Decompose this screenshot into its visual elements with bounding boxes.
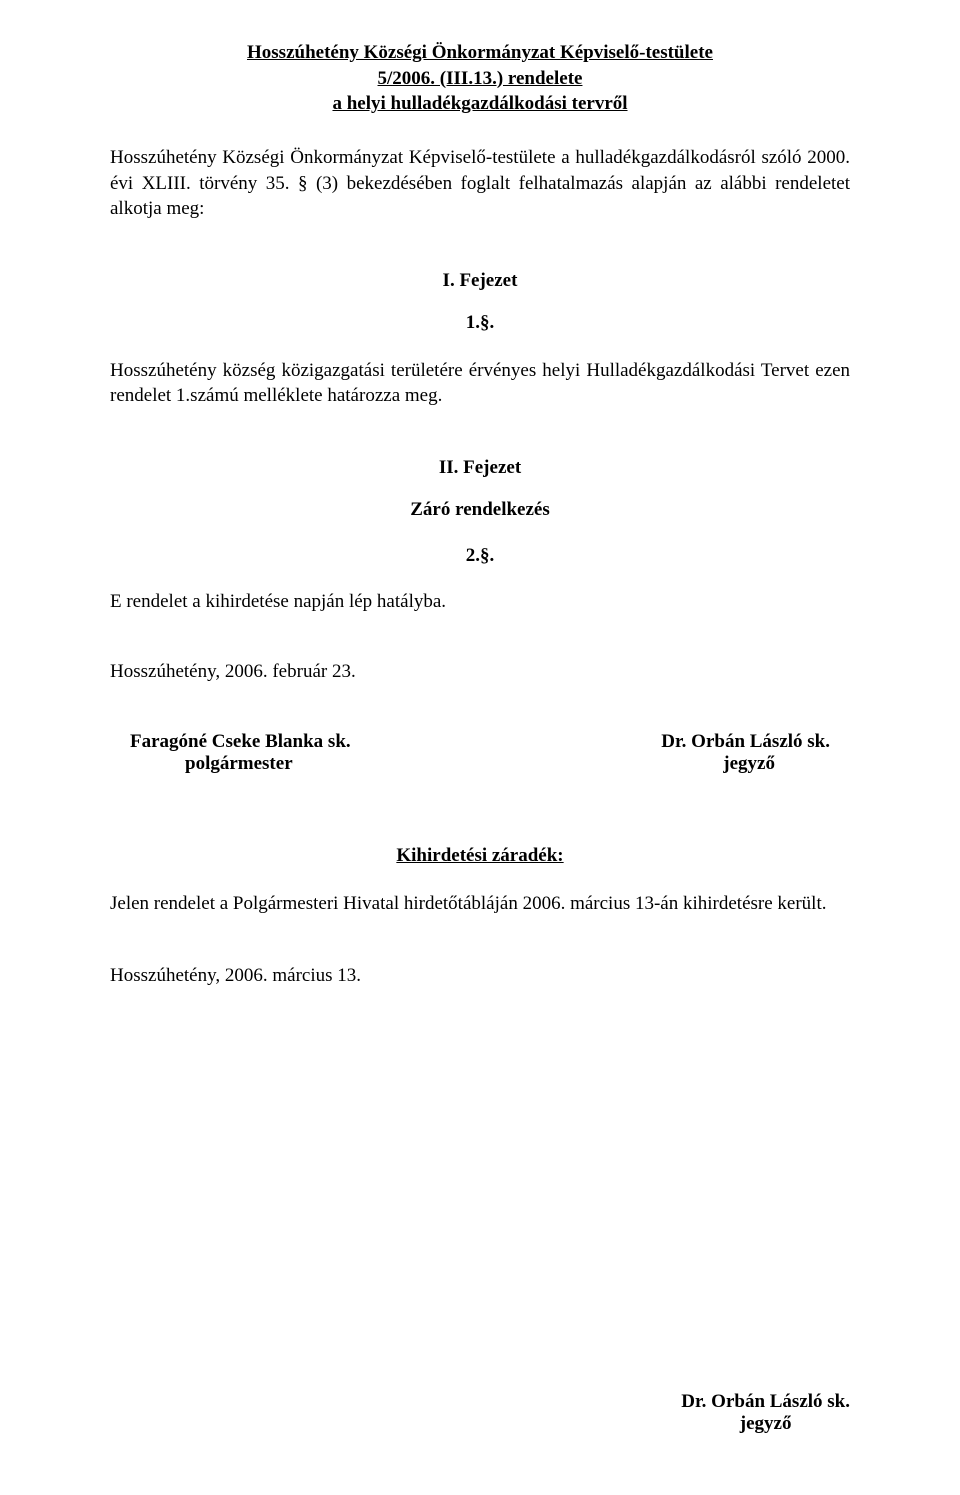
- title-line-3: a helyi hulladékgazdálkodási tervről: [110, 91, 850, 117]
- final-signature-name: Dr. Orbán László sk.: [681, 1391, 850, 1413]
- final-signature-block: Dr. Orbán László sk. jegyző: [681, 1391, 850, 1435]
- title-block: Hosszúhetény Községi Önkormányzat Képvis…: [110, 40, 850, 117]
- chapter1-body: Hosszúhetény község közigazgatási terüle…: [110, 358, 850, 409]
- final-signature-role: jegyző: [681, 1413, 850, 1435]
- chapter2-heading: II. Fejezet: [110, 457, 850, 479]
- chapter1-section: 1.§.: [110, 312, 850, 334]
- intro-paragraph: Hosszúhetény Községi Önkormányzat Képvis…: [110, 145, 850, 222]
- announcement-heading: Kihirdetési záradék:: [110, 845, 850, 867]
- date-line-1: Hosszúhetény, 2006. február 23.: [110, 661, 850, 683]
- chapter1-heading: I. Fejezet: [110, 270, 850, 292]
- signature-row-roles: polgármester jegyző: [110, 753, 850, 775]
- page: Hosszúhetény Községi Önkormányzat Képvis…: [0, 0, 960, 1495]
- announcement-body: Jelen rendelet a Polgármesteri Hivatal h…: [110, 891, 850, 917]
- signature-right-name: Dr. Orbán László sk.: [661, 731, 830, 753]
- chapter2-section: 2.§.: [110, 545, 850, 567]
- title-line-2: 5/2006. (III.13.) rendelete: [110, 66, 850, 92]
- title-line-1: Hosszúhetény Községi Önkormányzat Képvis…: [110, 40, 850, 66]
- chapter2-subheading: Záró rendelkezés: [110, 499, 850, 521]
- signature-right-role: jegyző: [723, 753, 775, 775]
- chapter2-body: E rendelet a kihirdetése napján lép hatá…: [110, 591, 850, 613]
- signature-left-role: polgármester: [185, 753, 293, 775]
- signature-row-names: Faragóné Cseke Blanka sk. Dr. Orbán Lász…: [110, 731, 850, 753]
- date-line-2: Hosszúhetény, 2006. március 13.: [110, 965, 850, 987]
- signature-left-name: Faragóné Cseke Blanka sk.: [130, 731, 351, 753]
